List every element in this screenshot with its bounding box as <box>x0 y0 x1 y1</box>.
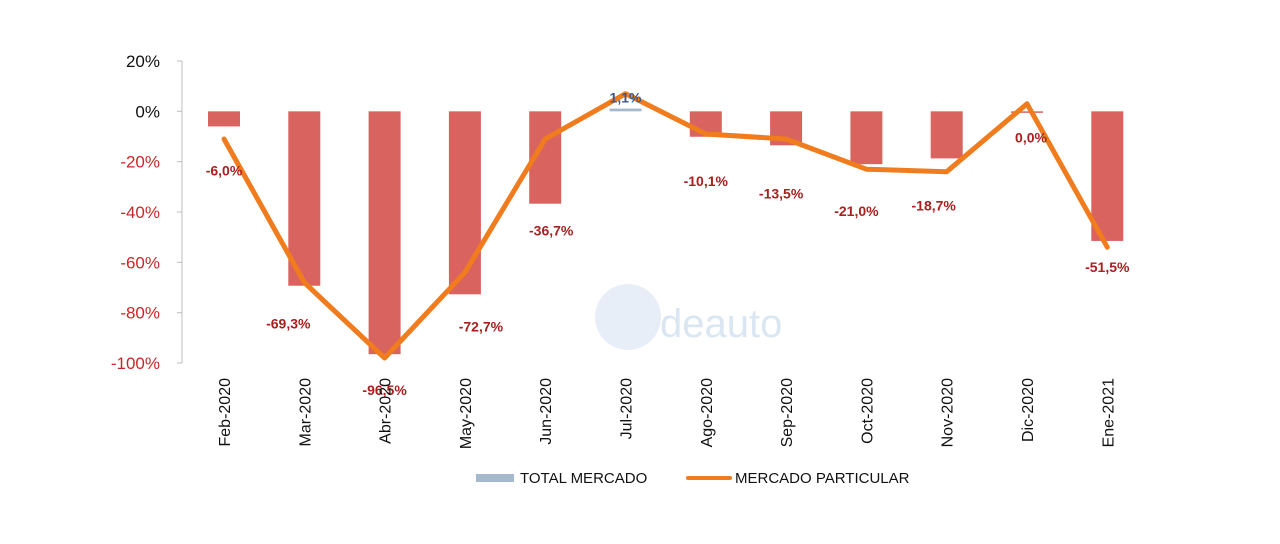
data-label: -69,3% <box>266 316 311 332</box>
x-tick-label: Oct-2020 <box>859 378 876 444</box>
legend-swatch-total-mercado <box>476 474 514 482</box>
x-tick-label: Nov-2020 <box>940 378 957 447</box>
bar-feb-2020 <box>208 111 240 127</box>
bar-mar-2020 <box>288 111 321 286</box>
x-axis: Feb-2020 Mar-2020 Abr-2020 May-2020 Jun-2020… <box>217 378 1117 449</box>
x-tick-label: Abr-2020 <box>378 378 395 444</box>
watermark-text: deauto <box>660 302 782 346</box>
x-tick-label: Mar-2020 <box>297 378 314 447</box>
y-tick-label: 20% <box>126 52 160 71</box>
legend-label-mercado-particular: MERCADO PARTICULAR <box>735 470 910 487</box>
x-tick-label: Dic-2020 <box>1020 378 1037 442</box>
line-series <box>221 91 1110 361</box>
bar-may-2020 <box>448 111 481 295</box>
data-label: -13,5% <box>759 185 804 201</box>
y-tick-label: -40% <box>120 203 160 222</box>
data-label: 1,1% <box>610 90 642 106</box>
data-label: 0,0% <box>1015 129 1047 145</box>
y-tick-label: -80% <box>120 304 160 323</box>
bar-dic-2020 <box>1011 111 1043 113</box>
data-label: -96,5% <box>362 382 407 398</box>
y-tick-label: 0% <box>135 102 160 121</box>
data-label: -21,0% <box>834 203 879 219</box>
watermark-logo-icon <box>595 284 661 350</box>
y-axis: 20% 0% -20% -40% -60% -80% -100% <box>111 52 183 373</box>
bar-ene-2021 <box>1091 111 1124 241</box>
y-tick-label: -20% <box>120 153 160 172</box>
data-labels: -6,0% -69,3% -96,5% -72,7% -36,7% 1,1% -10,1% -… <box>206 90 1130 399</box>
x-tick-label: Jun-2020 <box>538 378 555 445</box>
data-label: -36,7% <box>529 223 574 239</box>
data-label: -18,7% <box>912 197 957 213</box>
legend-label-total-mercado: TOTAL MERCADO <box>520 470 647 487</box>
watermark: deauto <box>595 284 782 350</box>
data-label: -6,0% <box>206 162 243 178</box>
x-tick-label: Ago-2020 <box>699 378 716 447</box>
bar-oct-2020 <box>850 111 883 165</box>
y-tick-label: -100% <box>111 354 160 373</box>
data-label: -51,5% <box>1085 259 1130 275</box>
bars <box>208 108 1124 355</box>
x-tick-label: Sep-2020 <box>779 378 796 447</box>
bar-nov-2020 <box>930 111 963 159</box>
line-mercado-particular <box>221 91 1110 361</box>
x-tick-label: Jul-2020 <box>619 378 636 439</box>
x-tick-label: May-2020 <box>458 378 475 449</box>
data-label: -72,7% <box>459 318 504 334</box>
legend: TOTAL MERCADO MERCADO PARTICULAR <box>476 470 910 487</box>
x-tick-label: Feb-2020 <box>217 378 234 447</box>
y-tick-label: -60% <box>120 253 160 272</box>
x-tick-label: Ene-2021 <box>1100 378 1117 447</box>
bar-abr-2020 <box>368 111 401 355</box>
bar-jul-2020 <box>609 108 642 112</box>
data-label: -10,1% <box>684 173 729 189</box>
